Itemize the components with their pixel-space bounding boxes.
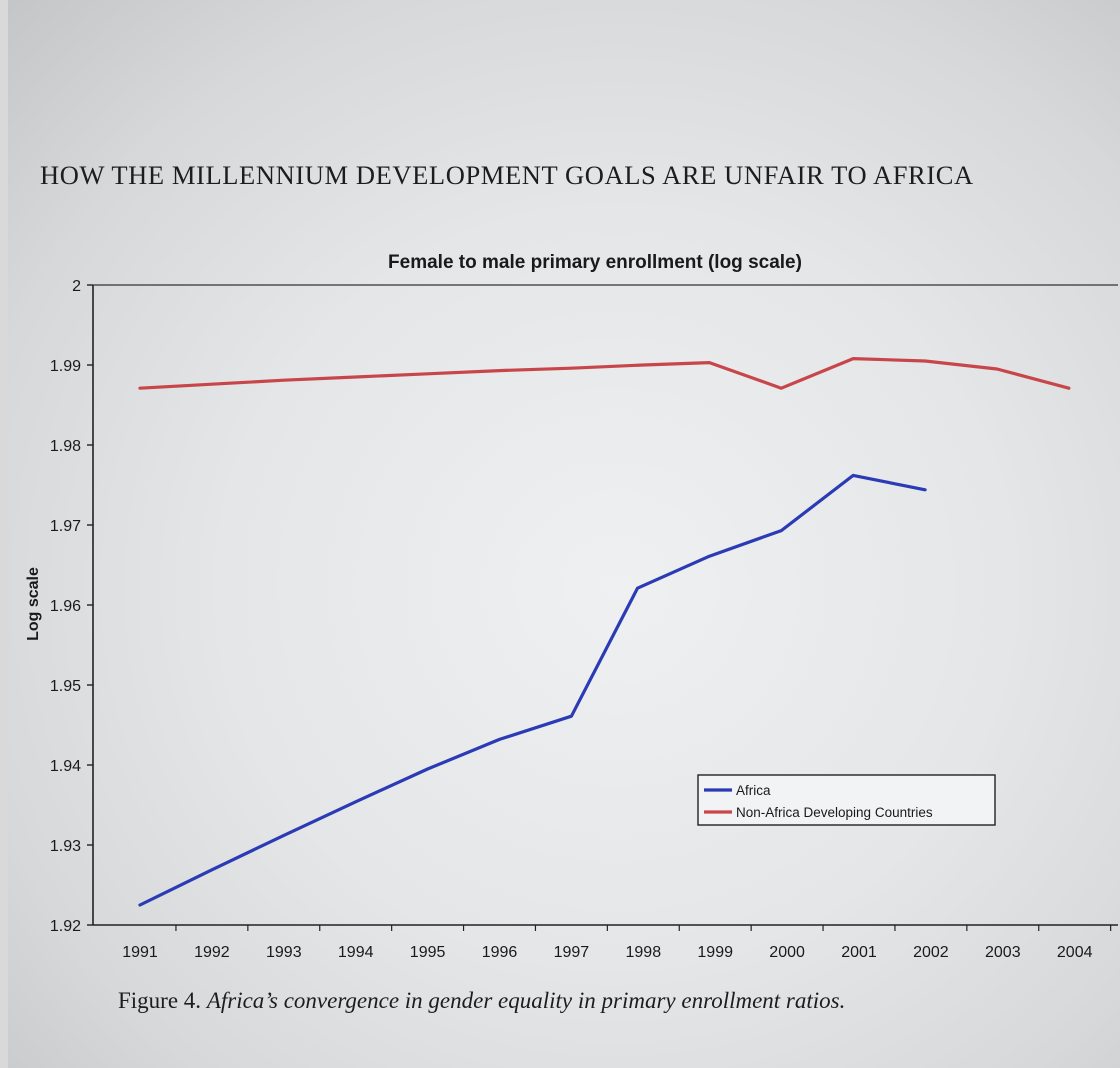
y-axis-label: Log scale — [25, 567, 42, 641]
x-tick-label: 1999 — [697, 944, 733, 961]
x-tick-label: 1997 — [554, 944, 590, 961]
x-tick-label: 1991 — [122, 944, 158, 961]
axes: 1.92 1.93 1.94 1.95 1.96 1.97 1.98 1.99 2 1991 199… — [50, 278, 1118, 961]
x-tick-label: 2003 — [985, 944, 1021, 961]
legend-box — [697, 774, 996, 826]
figure-caption: Figure 4. Africa’s convergence in gender… — [118, 988, 1118, 1014]
y-tick-label: 1.94 — [50, 758, 81, 775]
legend-label: Africa — [736, 783, 771, 798]
x-tick-label: 1994 — [338, 944, 374, 961]
y-tick-label: 1.99 — [50, 358, 81, 375]
x-tick-label: 2000 — [769, 944, 805, 961]
x-tick-label: 2001 — [841, 944, 877, 961]
x-tick-label: 1995 — [410, 944, 446, 961]
y-tick-label: 2 — [72, 278, 81, 295]
series-line-africa — [138, 473, 927, 907]
y-tick-label: 1.93 — [50, 838, 81, 855]
y-tick-label: 1.92 — [50, 918, 81, 935]
caption-prefix: Figure 4. — [118, 988, 202, 1013]
x-tick-label: 1992 — [194, 944, 230, 961]
page-edge — [0, 0, 8, 1068]
chart-title: Female to male primary enrollment (log s… — [388, 252, 802, 273]
x-tick-label: 2004 — [1057, 944, 1093, 961]
y-tick-label: 1.97 — [50, 518, 81, 535]
legend-label: Non-Africa Developing Countries — [736, 805, 933, 820]
page-header: HOW THE MILLENNIUM DEVELOPMENT GOALS ARE… — [40, 160, 974, 190]
y-tick-label: 1.96 — [50, 598, 81, 615]
series-lines — [138, 357, 1071, 907]
y-tick-label: 1.95 — [50, 678, 81, 695]
legend: Africa Non-Africa Developing Countries — [697, 774, 996, 826]
x-tick-label: 2002 — [913, 944, 949, 961]
series-line-non-africa — [138, 357, 1071, 390]
x-tick-label: 1998 — [626, 944, 662, 961]
y-tick-label: 1.98 — [50, 438, 81, 455]
x-tick-label: 1993 — [266, 944, 302, 961]
caption-text: Africa’s convergence in gender equality … — [206, 988, 846, 1013]
x-tick-label: 1996 — [482, 944, 518, 961]
